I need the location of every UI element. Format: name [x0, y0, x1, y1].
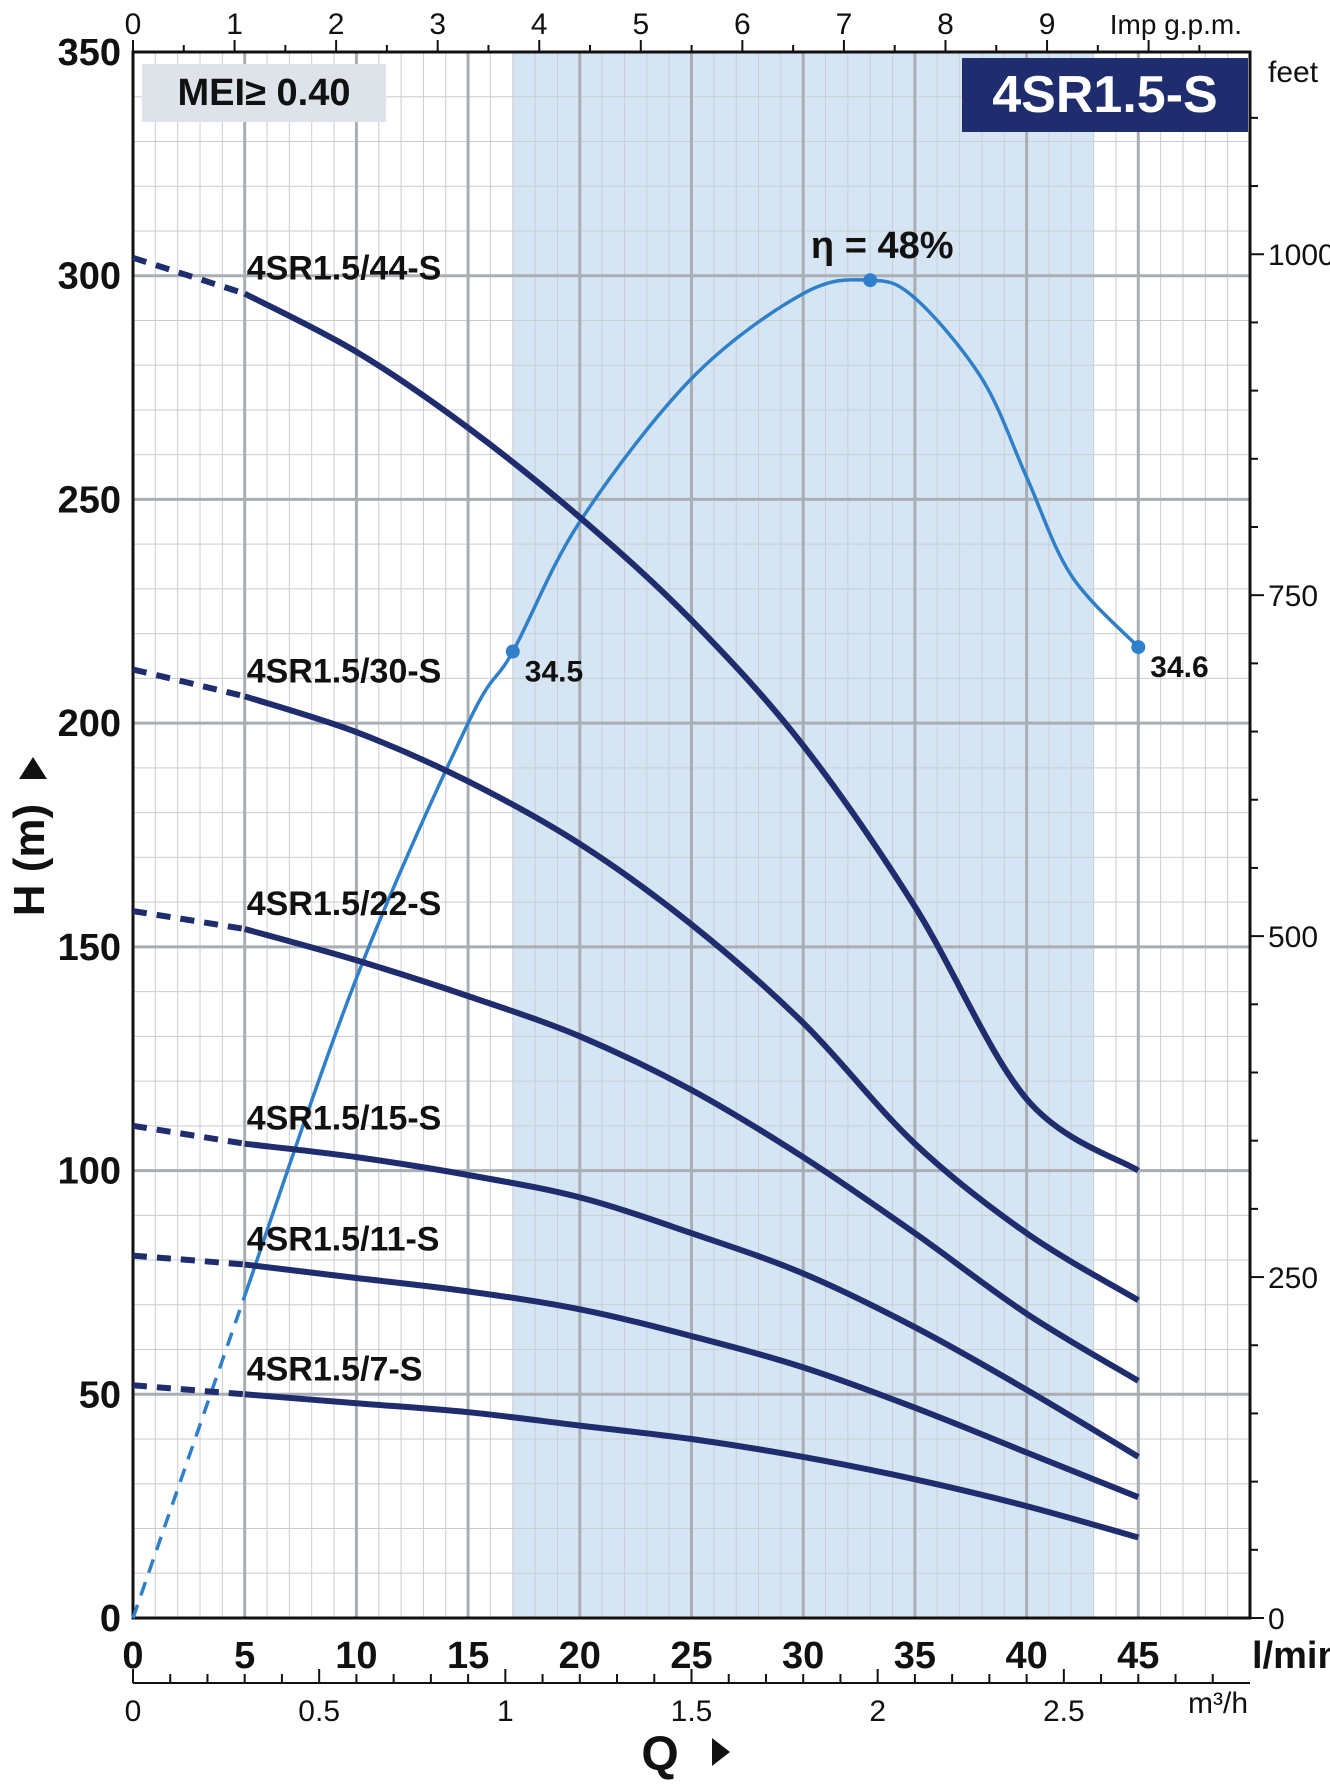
x-unit-label: l/min [1252, 1635, 1330, 1677]
y-tick-label: 200 [58, 703, 121, 745]
feet-tick-label: 750 [1268, 580, 1318, 613]
x-tick-label: 5 [234, 1635, 255, 1677]
pump-curve-label: 4SR1.5/15-S [247, 1100, 442, 1138]
feet-tick-label: 500 [1268, 921, 1318, 954]
pump-curve-solid [244, 1261, 1140, 1500]
pump-curve-dashed [132, 1122, 246, 1147]
pump-curve-dashed [132, 254, 246, 297]
pump-curve-label: 4SR1.5/7-S [247, 1350, 423, 1388]
efficiency-curve-solid [243, 277, 1140, 1297]
x-tick-label: 35 [894, 1635, 936, 1677]
pump-curve-label: 4SR1.5/44-S [247, 250, 442, 288]
imp-gpm-tick-label: 5 [632, 8, 649, 41]
m3h-tick-label: 2 [869, 1695, 886, 1728]
imp-gpm-tick-label: 8 [937, 8, 954, 41]
x-tick-label: 40 [1005, 1635, 1047, 1677]
feet-tick-label: 1000 [1268, 239, 1330, 272]
pump-curve-dashed [132, 666, 246, 700]
x-tick-label: 15 [447, 1635, 489, 1677]
efficiency-point-label: 34.5 [525, 656, 583, 689]
imp-gpm-tick-label: 2 [328, 8, 345, 41]
mei-badge: MEI≥ 0.40 [142, 64, 386, 122]
imp-gpm-tick-label: 9 [1039, 8, 1056, 41]
pump-curve-solid [243, 693, 1140, 1303]
m3h-tick-label: 0.5 [298, 1695, 340, 1728]
pump-curve-solid [244, 1140, 1140, 1460]
imp-gpm-tick-label: 7 [836, 8, 853, 41]
y-tick-label: 100 [58, 1151, 121, 1193]
m3h-unit-label: m³/h [1188, 1687, 1248, 1720]
imp-gpm-tick-label: 1 [226, 8, 243, 41]
imp-gpm-unit-label: Imp g.p.m. [1110, 9, 1242, 40]
x-tick-label: 0 [122, 1635, 143, 1677]
x-axis-arrow-icon [712, 1738, 730, 1766]
imp-gpm-tick-label: 6 [734, 8, 751, 41]
m3h-tick-label: 1.5 [671, 1695, 713, 1728]
feet-tick-label: 0 [1268, 1603, 1285, 1636]
m3h-tick-label: 0 [125, 1695, 142, 1728]
y-tick-label: 250 [58, 479, 121, 521]
efficiency-point-label: 34.6 [1150, 651, 1208, 684]
pump-curve-label: 4SR1.5/11-S [247, 1221, 440, 1259]
pump-curve-solid [243, 926, 1140, 1384]
y-axis-arrow-icon [19, 757, 47, 779]
y-tick-label: 300 [58, 256, 121, 298]
x-tick-label: 30 [782, 1635, 824, 1677]
efficiency-marker [505, 644, 520, 659]
efficiency-label: η = 48% [811, 225, 954, 267]
m3h-tick-label: 2.5 [1043, 1695, 1085, 1728]
y-axis-title: H (m) [5, 804, 54, 916]
pump-curve-dashed [132, 908, 246, 932]
imp-gpm-tick-label: 4 [531, 8, 548, 41]
x-axis-title: Q [641, 1728, 678, 1781]
pump-curve-label: 4SR1.5/30-S [247, 652, 442, 690]
y-tick-label: 150 [58, 927, 121, 969]
x-tick-label: 20 [559, 1635, 601, 1677]
y-tick-label: 350 [58, 32, 121, 74]
efficiency-marker [1131, 640, 1146, 655]
chart-title-badge: 4SR1.5-S [962, 58, 1248, 132]
efficiency-marker [863, 273, 878, 288]
pump-curve-solid [244, 1391, 1140, 1541]
imp-gpm-tick-label: 0 [125, 8, 142, 41]
m3h-tick-label: 1 [497, 1695, 514, 1728]
x-tick-label: 45 [1117, 1635, 1159, 1677]
pump-curve-dashed [132, 1252, 245, 1268]
y-tick-label: 50 [79, 1374, 121, 1416]
pump-curve-dashed [132, 1382, 245, 1398]
y-tick-label: 0 [100, 1598, 121, 1640]
feet-unit-label: feet [1268, 56, 1319, 89]
efficiency-curve-dashed [131, 1295, 247, 1619]
feet-tick-label: 250 [1268, 1262, 1318, 1295]
pump-curve-label: 4SR1.5/22-S [247, 885, 442, 923]
pump-curve-solid [243, 290, 1140, 1174]
imp-gpm-tick-label: 3 [429, 8, 446, 41]
x-tick-label: 10 [335, 1635, 377, 1677]
